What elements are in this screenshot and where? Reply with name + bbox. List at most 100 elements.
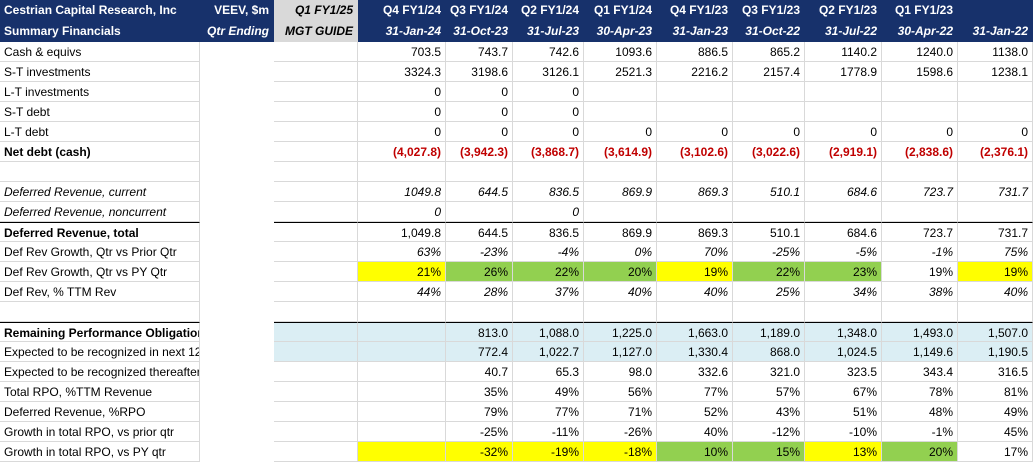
row-label-cell[interactable] [0, 162, 200, 182]
value-cell[interactable] [584, 162, 657, 182]
value-cell[interactable] [657, 162, 733, 182]
header-period-cell[interactable]: Q4 FY1/23 [657, 0, 733, 21]
value-cell[interactable]: 77% [657, 382, 733, 402]
value-cell[interactable] [274, 262, 358, 282]
value-cell[interactable]: 644.5 [446, 222, 513, 242]
value-cell[interactable]: 772.4 [446, 342, 513, 362]
value-cell[interactable]: 75% [958, 242, 1033, 262]
value-cell[interactable] [274, 162, 358, 182]
row-label-cell[interactable]: Growth in total RPO, vs prior qtr [0, 422, 200, 442]
value-cell[interactable]: 886.5 [657, 42, 733, 62]
value-cell[interactable] [733, 302, 805, 322]
value-cell[interactable]: (3,868.7) [513, 142, 584, 162]
value-cell[interactable]: 723.7 [882, 222, 958, 242]
row-label-cell[interactable]: S-T investments [0, 62, 200, 82]
value-cell[interactable] [274, 62, 358, 82]
value-cell[interactable]: 2157.4 [733, 62, 805, 82]
header-period-cell[interactable]: 31-Jan-23 [657, 21, 733, 42]
value-cell[interactable]: (3,614.9) [584, 142, 657, 162]
header-period-cell[interactable]: VEEV, $m [200, 0, 274, 21]
value-cell[interactable] [882, 202, 958, 222]
value-cell[interactable]: 51% [805, 402, 882, 422]
value-cell[interactable] [358, 322, 446, 342]
value-cell[interactable] [274, 122, 358, 142]
value-cell[interactable]: 34% [805, 282, 882, 302]
value-cell[interactable] [882, 82, 958, 102]
value-cell[interactable]: (4,027.8) [358, 142, 446, 162]
value-cell[interactable]: 25% [733, 282, 805, 302]
value-cell[interactable]: 0 [805, 122, 882, 142]
value-cell[interactable]: 0 [513, 82, 584, 102]
value-cell[interactable]: (3,942.3) [446, 142, 513, 162]
value-cell[interactable]: 343.4 [882, 362, 958, 382]
value-cell[interactable]: 81% [958, 382, 1033, 402]
value-cell[interactable] [274, 442, 358, 462]
value-cell[interactable]: 28% [446, 282, 513, 302]
header-period-cell[interactable]: Qtr Ending [200, 21, 274, 42]
row-label-cell[interactable]: Expected to be recognized in next 12 mon… [0, 342, 200, 362]
value-cell[interactable]: 0 [358, 102, 446, 122]
row-label-cell[interactable]: Def Rev Growth, Qtr vs PY Qtr [0, 262, 200, 282]
value-cell[interactable]: 21% [358, 262, 446, 282]
value-cell[interactable]: 13% [805, 442, 882, 462]
value-cell[interactable]: 869.9 [584, 182, 657, 202]
value-cell[interactable]: 19% [882, 262, 958, 282]
value-cell[interactable]: 742.6 [513, 42, 584, 62]
value-cell[interactable] [358, 362, 446, 382]
header-period-cell[interactable]: 30-Apr-23 [584, 21, 657, 42]
value-cell[interactable]: 0 [513, 122, 584, 142]
value-cell[interactable]: 0 [958, 122, 1033, 142]
row-label-cell[interactable]: Def Rev, % TTM Rev [0, 282, 200, 302]
value-cell[interactable]: 77% [513, 402, 584, 422]
header-period-cell[interactable]: Q2 FY1/23 [805, 0, 882, 21]
value-cell[interactable] [805, 302, 882, 322]
header-period-cell[interactable]: 31-Oct-23 [446, 21, 513, 42]
value-cell[interactable] [882, 162, 958, 182]
header-period-cell[interactable]: Q1 FY1/23 [882, 0, 958, 21]
row-label-cell[interactable] [0, 302, 200, 322]
value-cell[interactable]: -12% [733, 422, 805, 442]
value-cell[interactable]: -25% [733, 242, 805, 262]
header-period-cell[interactable]: 30-Apr-22 [882, 21, 958, 42]
value-cell[interactable] [657, 302, 733, 322]
value-cell[interactable] [274, 302, 358, 322]
value-cell[interactable]: -10% [805, 422, 882, 442]
value-cell[interactable]: 723.7 [882, 182, 958, 202]
value-cell[interactable]: 813.0 [446, 322, 513, 342]
value-cell[interactable] [274, 322, 358, 342]
header-period-cell[interactable]: Q1 FY1/25 [274, 0, 358, 21]
value-cell[interactable] [358, 402, 446, 422]
value-cell[interactable]: 1,189.0 [733, 322, 805, 342]
value-cell[interactable]: 22% [513, 262, 584, 282]
value-cell[interactable]: 52% [657, 402, 733, 422]
value-cell[interactable]: 3126.1 [513, 62, 584, 82]
value-cell[interactable] [274, 282, 358, 302]
value-cell[interactable]: 1140.2 [805, 42, 882, 62]
value-cell[interactable]: 2521.3 [584, 62, 657, 82]
value-cell[interactable]: 43% [733, 402, 805, 422]
value-cell[interactable] [958, 202, 1033, 222]
value-cell[interactable] [882, 302, 958, 322]
value-cell[interactable] [358, 342, 446, 362]
value-cell[interactable] [274, 242, 358, 262]
value-cell[interactable] [274, 362, 358, 382]
value-cell[interactable]: -26% [584, 422, 657, 442]
value-cell[interactable]: 98.0 [584, 362, 657, 382]
header-period-cell[interactable]: 31-Jul-23 [513, 21, 584, 42]
value-cell[interactable]: 865.2 [733, 42, 805, 62]
row-label-cell[interactable]: Deferred Revenue, %RPO [0, 402, 200, 422]
value-cell[interactable]: 868.0 [733, 342, 805, 362]
value-cell[interactable] [274, 182, 358, 202]
value-cell[interactable] [358, 302, 446, 322]
header-title-cell[interactable]: Summary Financials [0, 21, 200, 42]
header-period-cell[interactable]: Q1 FY1/24 [584, 0, 657, 21]
value-cell[interactable]: 1,127.0 [584, 342, 657, 362]
value-cell[interactable] [882, 102, 958, 122]
value-cell[interactable]: 20% [584, 262, 657, 282]
value-cell[interactable]: (2,376.1) [958, 142, 1033, 162]
value-cell[interactable]: 1,348.0 [805, 322, 882, 342]
value-cell[interactable]: -1% [882, 422, 958, 442]
value-cell[interactable] [513, 302, 584, 322]
value-cell[interactable]: (2,838.6) [882, 142, 958, 162]
value-cell[interactable] [274, 142, 358, 162]
